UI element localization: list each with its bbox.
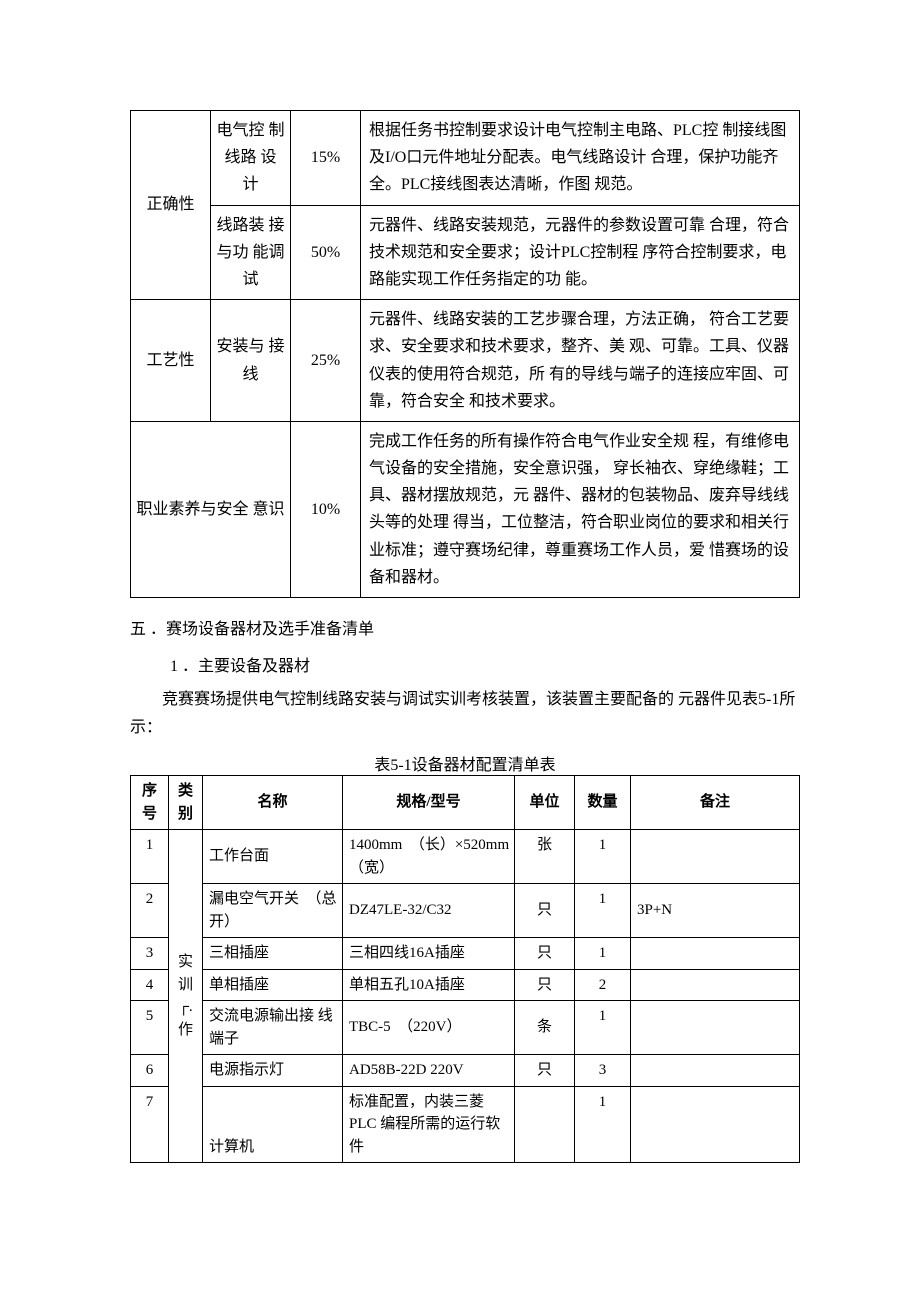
eval-subcategory: 安装与 接 线	[211, 300, 291, 422]
cell-seq: 4	[131, 969, 169, 1001]
paragraph: 竞赛赛场提供电气控制线路安装与调试实训考核装置，该装置主要配备的 元器件见表5-…	[130, 686, 800, 744]
equipment-list-table: 序 号 类 别 名称 规格/型号 单位 数量 备注 1 实 训 ┌. 作 工作台…	[130, 775, 800, 1163]
cell-unit: 只	[515, 1055, 575, 1087]
th-spec: 规格/型号	[343, 776, 515, 830]
cell-remark: 3P+N	[631, 884, 800, 938]
cell-seq: 3	[131, 938, 169, 970]
table-row: 1 实 训 ┌. 作 工作台面 1400mm （长）×520mm（宽） 张 1	[131, 830, 800, 884]
section-heading: 五 ．赛场设备器材及选手准备清单	[130, 616, 800, 645]
eval-category: 职业素养与安全 意识	[131, 421, 291, 597]
sub-heading: 1 ．主要设备及器材	[170, 653, 800, 682]
th-qty: 数量	[575, 776, 631, 830]
cell-spec: 单相五孔10A插座	[343, 969, 515, 1001]
eval-category: 工艺性	[131, 300, 211, 422]
cell-unit: 只	[515, 969, 575, 1001]
evaluation-criteria-table: 正确性 电气控 制 线路 设 计 15% 根据任务书控制要求设计电气控制主电路、…	[130, 110, 800, 598]
cell-qty: 1	[575, 1086, 631, 1163]
cell-seq: 1	[131, 830, 169, 884]
eval-weight: 50%	[291, 205, 361, 300]
table-row: 线路装 接 与功 能调 试 50% 元器件、线路安装规范，元器件的参数设置可靠 …	[131, 205, 800, 300]
th-seq: 序 号	[131, 776, 169, 830]
th-remark: 备注	[631, 776, 800, 830]
table-row: 正确性 电气控 制 线路 设 计 15% 根据任务书控制要求设计电气控制主电路、…	[131, 111, 800, 206]
table-row: 职业素养与安全 意识 10% 完成工作任务的所有操作符合电气作业安全规 程，有维…	[131, 421, 800, 597]
eval-weight: 25%	[291, 300, 361, 422]
cell-spec: DZ47LE-32/C32	[343, 884, 515, 938]
cell-remark	[631, 969, 800, 1001]
cell-spec: 标准配置，内装三菱 PLC 编程所需的运行软 件	[343, 1086, 515, 1163]
th-category: 类 别	[169, 776, 203, 830]
cell-qty: 1	[575, 938, 631, 970]
cell-name: 漏电空气开关 （总开）	[203, 884, 343, 938]
cell-qty: 1	[575, 884, 631, 938]
cell-qty: 1	[575, 830, 631, 884]
cell-remark	[631, 1001, 800, 1055]
cell-spec: 三相四线16A插座	[343, 938, 515, 970]
cell-spec: AD58B-22D 220V	[343, 1055, 515, 1087]
cell-name: 计算机	[203, 1086, 343, 1163]
eval-description: 根据任务书控制要求设计电气控制主电路、PLC控 制接线图及I/O口元件地址分配表…	[361, 111, 800, 206]
table-row: 7 计算机 标准配置，内装三菱 PLC 编程所需的运行软 件 1	[131, 1086, 800, 1163]
cell-remark	[631, 938, 800, 970]
cell-unit: 只	[515, 884, 575, 938]
table-row: 2 漏电空气开关 （总开） DZ47LE-32/C32 只 1 3P+N	[131, 884, 800, 938]
th-name: 名称	[203, 776, 343, 830]
eval-description: 完成工作任务的所有操作符合电气作业安全规 程，有维修电气设备的安全措施，安全意识…	[361, 421, 800, 597]
table-row: 3 三相插座 三相四线16A插座 只 1	[131, 938, 800, 970]
cell-unit: 条	[515, 1001, 575, 1055]
table-row: 工艺性 安装与 接 线 25% 元器件、线路安装的工艺步骤合理，方法正确， 符合…	[131, 300, 800, 422]
cell-spec: TBC-5 （220V）	[343, 1001, 515, 1055]
eval-weight: 15%	[291, 111, 361, 206]
th-unit: 单位	[515, 776, 575, 830]
cell-unit	[515, 1086, 575, 1163]
eval-subcategory: 电气控 制 线路 设 计	[211, 111, 291, 206]
cell-unit: 只	[515, 938, 575, 970]
cell-qty: 1	[575, 1001, 631, 1055]
cell-spec: 1400mm （长）×520mm（宽）	[343, 830, 515, 884]
cell-name: 工作台面	[203, 830, 343, 884]
eval-weight: 10%	[291, 421, 361, 597]
cell-name: 电源指示灯	[203, 1055, 343, 1087]
cell-category: 实 训 ┌. 作	[169, 830, 203, 1163]
eval-description: 元器件、线路安装规范，元器件的参数设置可靠 合理，符合技术规范和安全要求；设计P…	[361, 205, 800, 300]
cell-remark	[631, 1055, 800, 1087]
eval-subcategory: 线路装 接 与功 能调 试	[211, 205, 291, 300]
eval-category: 正确性	[131, 111, 211, 300]
cell-name: 单相插座	[203, 969, 343, 1001]
table-header-row: 序 号 类 别 名称 规格/型号 单位 数量 备注	[131, 776, 800, 830]
cell-name: 三相插座	[203, 938, 343, 970]
eval-description: 元器件、线路安装的工艺步骤合理，方法正确， 符合工艺要求、安全要求和技术要求，整…	[361, 300, 800, 422]
cell-name: 交流电源输出接 线端子	[203, 1001, 343, 1055]
cell-seq: 2	[131, 884, 169, 938]
table-row: 4 单相插座 单相五孔10A插座 只 2	[131, 969, 800, 1001]
cell-seq: 6	[131, 1055, 169, 1087]
page: 正确性 电气控 制 线路 设 计 15% 根据任务书控制要求设计电气控制主电路、…	[0, 0, 920, 1301]
cell-unit: 张	[515, 830, 575, 884]
table-caption: 表5-1设备器材配置清单表	[130, 751, 800, 775]
cell-qty: 3	[575, 1055, 631, 1087]
cell-seq: 7	[131, 1086, 169, 1163]
cell-remark	[631, 1086, 800, 1163]
cell-remark	[631, 830, 800, 884]
cell-qty: 2	[575, 969, 631, 1001]
table-row: 6 电源指示灯 AD58B-22D 220V 只 3	[131, 1055, 800, 1087]
cell-seq: 5	[131, 1001, 169, 1055]
table-row: 5 交流电源输出接 线端子 TBC-5 （220V） 条 1	[131, 1001, 800, 1055]
